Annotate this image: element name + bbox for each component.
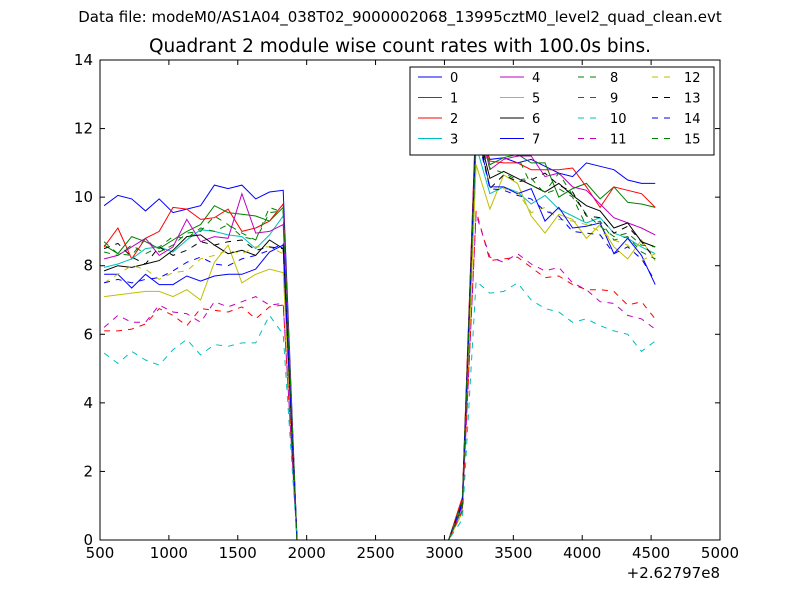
legend-label-15: 15 — [684, 133, 701, 148]
series-line-10 — [103, 280, 656, 541]
y-tick-label: 2 — [83, 462, 93, 480]
x-tick-label: 3000 — [425, 544, 463, 562]
legend-label-7: 7 — [532, 133, 540, 148]
chart-title: Quadrant 2 module wise count rates with … — [148, 36, 652, 57]
series-line-13 — [103, 121, 656, 541]
series-layer — [103, 109, 656, 541]
legend-label-3: 3 — [450, 133, 458, 148]
legend-label-4: 4 — [532, 71, 540, 86]
suptitle: Data file: modeM0/AS1A04_038T02_90000020… — [78, 8, 722, 26]
y-tick-label: 14 — [74, 51, 93, 69]
series-line-9 — [104, 210, 656, 541]
legend-label-6: 6 — [532, 112, 540, 127]
y-tick-label: 8 — [83, 257, 93, 275]
x-tick-label: 4500 — [632, 544, 670, 562]
axes-layer: 500 1000 1500 2000 2500 3000 3500 4000 4500 5000 0… — [74, 51, 739, 562]
x-tick-label: 1500 — [219, 544, 257, 562]
series-line-1 — [103, 118, 656, 541]
y-tick-label: 6 — [83, 325, 93, 343]
y-tick-label: 12 — [74, 120, 93, 138]
series-line-0 — [103, 121, 656, 541]
x-tick-label: 3500 — [494, 544, 532, 562]
legend-label-0: 0 — [450, 71, 458, 86]
series-line-8 — [103, 118, 656, 541]
series-line-7 — [104, 128, 656, 541]
x-tick-label: 500 — [86, 544, 115, 562]
x-tick-label: 2000 — [288, 544, 326, 562]
x-tick-label: 1000 — [150, 544, 188, 562]
legend-label-8: 8 — [610, 71, 618, 86]
legend-label-5: 5 — [532, 92, 540, 107]
x-offset-label: +2.62797e8 — [627, 564, 720, 582]
series-line-4 — [103, 111, 656, 541]
x-tick-label: 2500 — [356, 544, 394, 562]
series-line-3 — [103, 145, 656, 541]
legend-label-12: 12 — [684, 71, 701, 86]
legend-label-13: 13 — [684, 92, 701, 107]
legend-label-1: 1 — [450, 92, 458, 107]
plot-frame — [99, 59, 721, 541]
legend-box — [409, 66, 715, 156]
series-line-11 — [103, 214, 656, 541]
legend-label-10: 10 — [610, 112, 627, 127]
y-tick-label: 10 — [74, 188, 93, 206]
legend-label-14: 14 — [684, 112, 701, 127]
y-tick-label: 0 — [83, 531, 93, 549]
series-line-6 — [103, 123, 656, 541]
legend-label-11: 11 — [610, 133, 627, 148]
series-line-14 — [103, 130, 656, 541]
legend-label-2: 2 — [450, 112, 458, 127]
legend-label-9: 9 — [610, 92, 618, 107]
y-tick-label: 4 — [83, 394, 93, 412]
x-tick-label: 5000 — [701, 544, 739, 562]
series-line-2 — [103, 109, 656, 541]
x-tick-label: 4000 — [563, 544, 601, 562]
